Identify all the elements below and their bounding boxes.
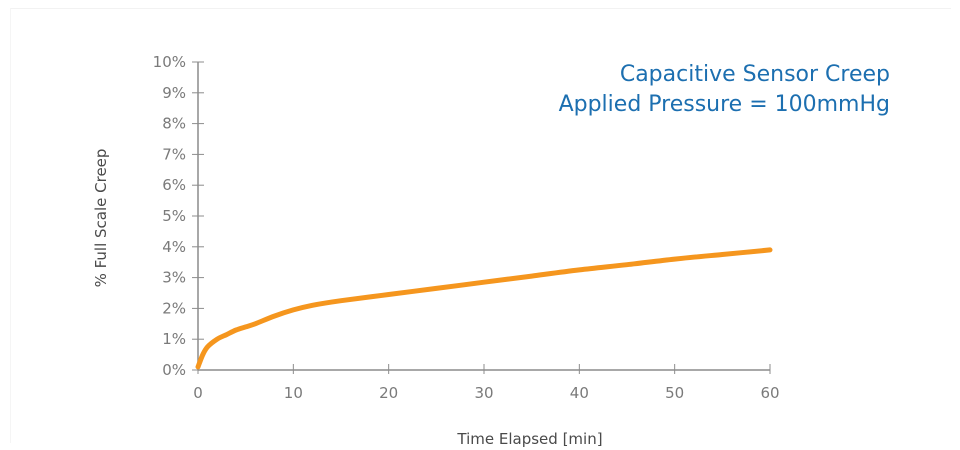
x-tick-label: 10 xyxy=(284,384,303,402)
x-tick-label: 50 xyxy=(665,384,684,402)
x-axis-title: Time Elapsed [min] xyxy=(456,430,602,448)
y-tick-label: 9% xyxy=(162,84,186,102)
y-tick-label: 7% xyxy=(162,145,186,163)
series-group xyxy=(195,247,773,370)
y-tick-label: 10% xyxy=(153,53,186,71)
figure-frame xyxy=(10,8,951,443)
x-tick-label: 60 xyxy=(760,384,779,402)
chart-title-block: Capacitive Sensor Creep Applied Pressure… xyxy=(559,60,890,120)
creep-series-line xyxy=(195,247,773,370)
chart-title: Capacitive Sensor Creep xyxy=(619,62,890,87)
y-axis-ticks: 0% 1% 2% 3% 4% 5% 6% 7% 8% 9% 10% xyxy=(153,53,204,379)
y-axis-title: % Full Scale Creep xyxy=(92,149,110,288)
y-tick-label: 3% xyxy=(162,269,186,287)
x-tick-label: 20 xyxy=(379,384,398,402)
y-tick-label: 2% xyxy=(162,299,186,317)
y-tick-label: 4% xyxy=(162,238,186,256)
chart-subtitle: Applied Pressure = 100mmHg xyxy=(558,92,890,117)
y-tick-label: 6% xyxy=(162,176,186,194)
x-tick-label: 40 xyxy=(570,384,589,402)
y-tick-label: 0% xyxy=(162,361,186,379)
y-tick-label: 1% xyxy=(162,330,186,348)
x-tick-label: 0 xyxy=(193,384,203,402)
x-tick-label: 30 xyxy=(474,384,493,402)
y-tick-label: 5% xyxy=(162,207,186,225)
x-axis-ticks: 0 10 20 30 40 50 60 xyxy=(193,364,780,402)
y-tick-label: 8% xyxy=(162,115,186,133)
